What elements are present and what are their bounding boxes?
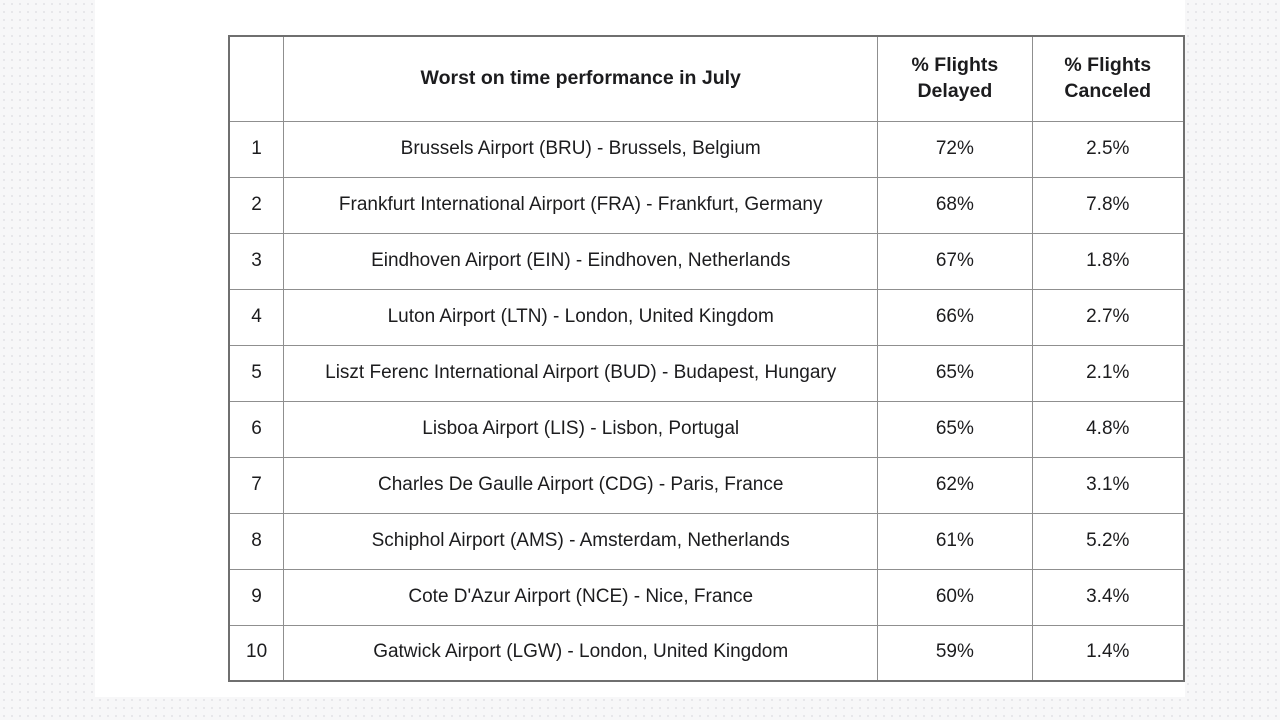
- canceled-cell: 3.1%: [1031, 456, 1185, 514]
- table-row: 10 Gatwick Airport (LGW) - London, Unite…: [228, 624, 1185, 682]
- rank-cell: 9: [228, 568, 285, 626]
- airport-cell: Luton Airport (LTN) - London, United Kin…: [283, 288, 879, 346]
- delayed-cell: 72%: [877, 120, 1033, 178]
- delayed-cell: 65%: [877, 400, 1033, 458]
- rank-cell: 2: [228, 176, 285, 234]
- flights-canceled-column-header: % Flights Canceled: [1031, 35, 1185, 122]
- airport-cell: Schiphol Airport (AMS) - Amsterdam, Neth…: [283, 512, 879, 570]
- canceled-cell: 1.4%: [1031, 624, 1185, 682]
- canceled-cell: 2.5%: [1031, 120, 1185, 178]
- worst-on-time-performance-table: Worst on time performance in July % Flig…: [228, 35, 1185, 682]
- delayed-cell: 67%: [877, 232, 1033, 290]
- airport-cell: Charles De Gaulle Airport (CDG) - Paris,…: [283, 456, 879, 514]
- table-row: 6 Lisboa Airport (LIS) - Lisbon, Portuga…: [228, 400, 1185, 458]
- table-row: 5 Liszt Ferenc International Airport (BU…: [228, 344, 1185, 402]
- delayed-cell: 59%: [877, 624, 1033, 682]
- canceled-cell: 4.8%: [1031, 400, 1185, 458]
- delayed-cell: 61%: [877, 512, 1033, 570]
- canceled-cell: 3.4%: [1031, 568, 1185, 626]
- delayed-cell: 68%: [877, 176, 1033, 234]
- delayed-cell: 62%: [877, 456, 1033, 514]
- rank-cell: 1: [228, 120, 285, 178]
- rank-cell: 7: [228, 456, 285, 514]
- rank-cell: 4: [228, 288, 285, 346]
- canceled-cell: 2.7%: [1031, 288, 1185, 346]
- table-header-row: Worst on time performance in July % Flig…: [228, 35, 1185, 122]
- airport-cell: Lisboa Airport (LIS) - Lisbon, Portugal: [283, 400, 879, 458]
- table-row: 9 Cote D'Azur Airport (NCE) - Nice, Fran…: [228, 568, 1185, 626]
- delayed-cell: 65%: [877, 344, 1033, 402]
- delayed-cell: 66%: [877, 288, 1033, 346]
- rank-cell: 5: [228, 344, 285, 402]
- table-row: 8 Schiphol Airport (AMS) - Amsterdam, Ne…: [228, 512, 1185, 570]
- table-row: 1 Brussels Airport (BRU) - Brussels, Bel…: [228, 120, 1185, 178]
- airport-cell: Cote D'Azur Airport (NCE) - Nice, France: [283, 568, 879, 626]
- canceled-cell: 7.8%: [1031, 176, 1185, 234]
- table-row: 4 Luton Airport (LTN) - London, United K…: [228, 288, 1185, 346]
- canceled-cell: 1.8%: [1031, 232, 1185, 290]
- airport-cell: Frankfurt International Airport (FRA) - …: [283, 176, 879, 234]
- airport-cell: Eindhoven Airport (EIN) - Eindhoven, Net…: [283, 232, 879, 290]
- canceled-cell: 2.1%: [1031, 344, 1185, 402]
- table-row: 2 Frankfurt International Airport (FRA) …: [228, 176, 1185, 234]
- airport-cell: Brussels Airport (BRU) - Brussels, Belgi…: [283, 120, 879, 178]
- document-page: Worst on time performance in July % Flig…: [95, 0, 1185, 697]
- table-row: 3 Eindhoven Airport (EIN) - Eindhoven, N…: [228, 232, 1185, 290]
- rank-column-header: [228, 35, 285, 122]
- rank-cell: 6: [228, 400, 285, 458]
- table-title-header: Worst on time performance in July: [283, 35, 879, 122]
- rank-cell: 8: [228, 512, 285, 570]
- delayed-cell: 60%: [877, 568, 1033, 626]
- rank-cell: 3: [228, 232, 285, 290]
- airport-cell: Liszt Ferenc International Airport (BUD)…: [283, 344, 879, 402]
- flights-delayed-column-header: % Flights Delayed: [877, 35, 1033, 122]
- airport-cell: Gatwick Airport (LGW) - London, United K…: [283, 624, 879, 682]
- table-row: 7 Charles De Gaulle Airport (CDG) - Pari…: [228, 456, 1185, 514]
- rank-cell: 10: [228, 624, 285, 682]
- canceled-cell: 5.2%: [1031, 512, 1185, 570]
